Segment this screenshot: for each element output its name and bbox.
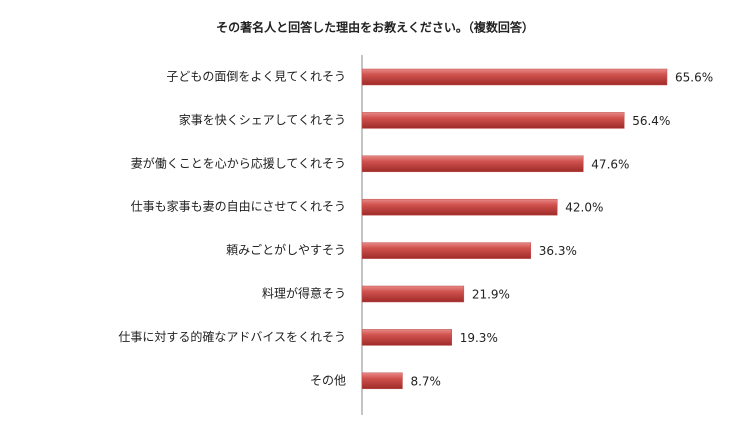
data-label: 56.4% (632, 114, 670, 128)
data-label: 65.6% (675, 71, 713, 85)
bar (361, 155, 584, 173)
bar (361, 285, 465, 303)
y-tick-label: 家事を快くシェアしてくれそう (179, 112, 346, 127)
bar (361, 242, 532, 259)
bar (361, 372, 403, 390)
data-label: 42.0% (565, 201, 603, 215)
y-tick-label: 頼みごとがしやすそう (226, 242, 346, 257)
data-label: 47.6% (591, 157, 629, 171)
data-label: 8.7% (410, 374, 441, 388)
y-tick-label: 仕事も家事も妻の自由にさせてくれそう (131, 199, 346, 214)
bar (361, 198, 558, 216)
data-label: 21.9% (472, 288, 510, 302)
bar (361, 329, 452, 346)
y-tick-label: 妻が働くことを心から応援してくれそう (131, 155, 346, 170)
data-label: 19.3% (460, 331, 498, 345)
bar (361, 112, 625, 129)
y-tick-label: 仕事に対する的確なアドバイスをくれそう (118, 329, 346, 344)
y-tick-label: 料理が得意そう (262, 286, 346, 301)
chart-title: その著名人と回答した理由をお教えください。（複数回答） (216, 20, 534, 35)
data-label: 36.3% (539, 244, 577, 258)
y-tick-label: 子どもの面倒をよく見てくれそう (166, 70, 346, 84)
bar (361, 68, 668, 86)
y-tick-label: その他 (310, 373, 346, 387)
